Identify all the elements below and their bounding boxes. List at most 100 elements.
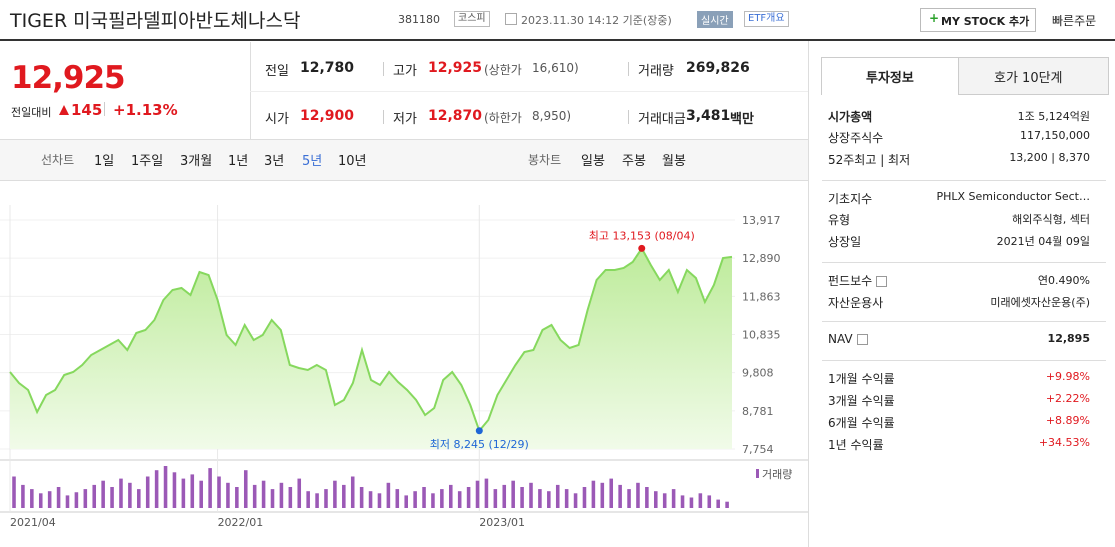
sep [822, 180, 1106, 181]
volume-bar [279, 482, 284, 508]
volume-bar [252, 484, 257, 508]
stat-note-value: 8,950) [532, 109, 572, 123]
y-tick-label: 8,781 [742, 405, 774, 418]
etf-overview[interactable]: ETF개요 [744, 11, 789, 27]
volume-bar [618, 484, 622, 508]
volume-bar [484, 478, 489, 508]
volume-bar [662, 493, 667, 508]
tab[interactable]: 주봉 [622, 154, 646, 169]
volume-bar [475, 480, 480, 508]
stat-label: 저가 [393, 112, 417, 127]
volume-bar [707, 495, 712, 508]
help-icon[interactable] [876, 276, 888, 287]
volume-bar [716, 499, 720, 508]
tab[interactable]: 1년 [228, 154, 249, 169]
volume-bar [342, 484, 346, 508]
sep [808, 41, 809, 547]
my-stock-button[interactable]: + MY STOCK 추가 [920, 8, 1036, 32]
tab[interactable]: 1일 [94, 154, 115, 169]
stat-value: 3,481 [686, 108, 731, 124]
volume-bar [511, 480, 515, 508]
side-value: 해외주식형, 섹터 [1012, 213, 1090, 226]
side-value: +8.89% [1045, 414, 1090, 427]
volume-bar [377, 493, 382, 508]
stat-label: 전일 [265, 64, 289, 79]
volume-bar [680, 495, 685, 508]
sep [822, 262, 1106, 263]
side-row: 자산운용사 미래에셋자산운용(주) [828, 294, 1090, 311]
tab-orderbook[interactable] [958, 57, 1109, 95]
volume-bar [324, 489, 328, 508]
tab[interactable]: 10년 [338, 154, 367, 169]
tab[interactable]: 5년 [302, 154, 323, 169]
volume-bar [217, 476, 221, 508]
volume-bar [422, 487, 426, 508]
sep [822, 321, 1106, 322]
sep [628, 110, 629, 124]
volume-bar [12, 476, 16, 508]
price-chart: 13,917 12,890 11,863 10,835 9,808 8,781 7,754 2… [0, 205, 808, 529]
stat-label: 거래량 [638, 64, 674, 79]
sep [628, 62, 629, 76]
volume-bar [413, 491, 417, 508]
volume-bar [261, 480, 266, 508]
legend-label: 거래량 [762, 468, 792, 481]
side-label: 자산운용사 [828, 296, 884, 310]
side-row: 1년 수익률 +34.53% [828, 436, 1090, 453]
quick-order[interactable]: 빠른주문 [1052, 14, 1097, 28]
side-label: 52주최고 | 최저 [828, 153, 911, 167]
sep [822, 360, 1106, 361]
tab-invest[interactable] [821, 57, 959, 95]
tab[interactable]: 3년 [264, 154, 285, 169]
volume-bar [47, 491, 52, 508]
volume-bar [689, 497, 694, 508]
y-tick-label: 13,917 [742, 214, 781, 227]
realtime-badge[interactable]: 실시간 [697, 11, 733, 28]
volume-bar [101, 480, 105, 508]
side-value: +2.22% [1045, 392, 1090, 405]
y-tick-label: 10,835 [742, 329, 781, 342]
tab[interactable]: 1주일 [131, 154, 164, 169]
stat-value: 12,870 [428, 108, 483, 124]
volume-bar [30, 489, 34, 508]
datetime: 2023.11.30 14:12 기준(장중) [521, 14, 672, 27]
volume-bar [181, 478, 186, 508]
market-badge: 코스피 [454, 11, 490, 27]
volume-bar [270, 489, 275, 508]
volume-bar [137, 489, 141, 508]
code: 381180 [398, 13, 440, 26]
volume-bar [128, 482, 132, 508]
volume-bar [538, 489, 542, 508]
tab[interactable]: 3개월 [180, 154, 213, 169]
side-label: 유형 [828, 213, 851, 227]
side-value: 117,150,000 [1020, 129, 1090, 142]
tab[interactable]: 일봉 [581, 154, 605, 169]
sep [250, 42, 251, 139]
header-rule [0, 39, 1115, 41]
side-row: 상장일 2021년 04월 09일 [828, 233, 1090, 250]
side-label: 펀드보수 [828, 274, 873, 288]
volume-bar [547, 491, 551, 508]
help-icon[interactable] [856, 334, 868, 345]
sep [383, 62, 384, 76]
volume-bar [235, 487, 239, 508]
side-row: 6개월 수익률 +8.89% [828, 414, 1090, 431]
volume-bar [529, 482, 533, 508]
volume-bar [208, 468, 212, 508]
side-label: 시가총액 [828, 110, 873, 124]
side-value: 13,200 | 8,370 [1009, 151, 1090, 164]
tab[interactable]: 월봉 [662, 154, 686, 169]
side-row: 유형 해외주식형, 섹터 [828, 211, 1090, 228]
volume-bar [333, 480, 337, 508]
volume-bar [163, 466, 168, 508]
volume-bar [582, 487, 587, 508]
legend-swatch [756, 469, 759, 478]
plus-icon: + [929, 11, 940, 25]
volume-bar [493, 489, 498, 508]
volume-bar [297, 478, 302, 508]
volume-bar [645, 487, 649, 508]
volume-bar [395, 489, 400, 508]
change-label: 전일대비 [11, 106, 52, 119]
stat-value: 12,900 [300, 108, 355, 124]
up-arrow [59, 105, 69, 115]
